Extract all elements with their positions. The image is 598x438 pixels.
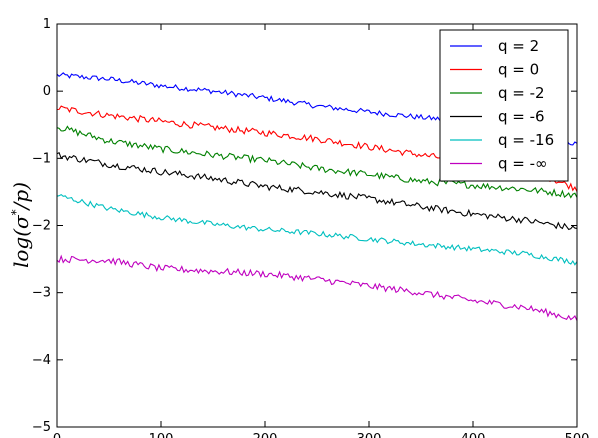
y-axis-label: log(σ*/p) bbox=[9, 182, 33, 268]
y-tick-label: −1 bbox=[32, 151, 51, 166]
x-tick-label: 400 bbox=[461, 432, 486, 438]
series-line-2 bbox=[56, 125, 578, 199]
series-line-3 bbox=[56, 151, 578, 231]
legend: q = 2 q = 0 q = -2 q = -6 q = -16 q = -∞ bbox=[439, 29, 569, 182]
y-tick-label: −5 bbox=[32, 420, 51, 435]
legend-entry-label: q = -2 bbox=[498, 84, 545, 102]
legend-entry-label: q = 0 bbox=[498, 61, 539, 79]
x-tick-label: 500 bbox=[565, 432, 590, 438]
series-line-5 bbox=[56, 254, 578, 321]
x-tick-label: 300 bbox=[357, 432, 382, 438]
legend-entry-label: q = -16 bbox=[498, 131, 554, 149]
svg-text:log(σ*/p): log(σ*/p) bbox=[9, 182, 33, 268]
axis-ticks: 0 100 200 300 400 500 1 0 −1 −2 −3 −4 −5 bbox=[32, 17, 590, 438]
x-tick-label: 100 bbox=[149, 432, 174, 438]
y-tick-label: −4 bbox=[32, 353, 51, 368]
y-tick-label: −3 bbox=[32, 286, 51, 301]
series-line-4 bbox=[56, 193, 578, 266]
legend-entry-label: q = -∞ bbox=[498, 155, 548, 173]
legend-entry-label: q = 2 bbox=[498, 37, 539, 55]
y-tick-label: 0 bbox=[43, 84, 51, 99]
x-tick-label: 0 bbox=[53, 432, 61, 438]
y-tick-label: 1 bbox=[43, 17, 51, 32]
x-tick-label: 200 bbox=[253, 432, 278, 438]
legend-entry-label: q = -6 bbox=[498, 108, 545, 126]
legend-box bbox=[439, 29, 569, 182]
y-tick-label: −2 bbox=[32, 219, 51, 234]
